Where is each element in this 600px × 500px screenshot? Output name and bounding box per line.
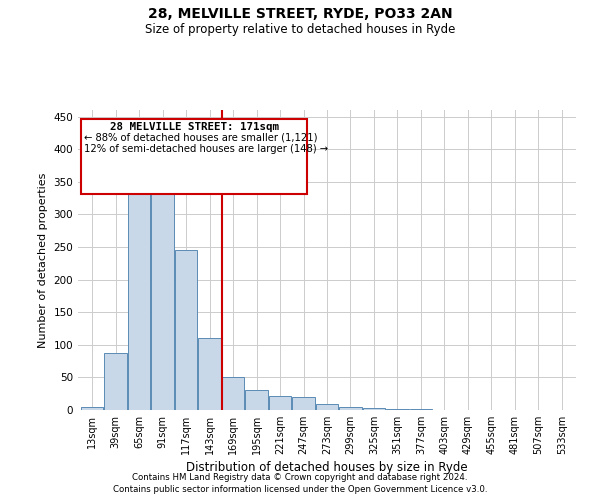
Text: Contains HM Land Registry data © Crown copyright and database right 2024.: Contains HM Land Registry data © Crown c… <box>132 472 468 482</box>
Text: 12% of semi-detached houses are larger (148) →: 12% of semi-detached houses are larger (… <box>84 144 328 154</box>
Bar <box>386 408 409 410</box>
Text: Size of property relative to detached houses in Ryde: Size of property relative to detached ho… <box>145 22 455 36</box>
X-axis label: Distribution of detached houses by size in Ryde: Distribution of detached houses by size … <box>186 461 468 474</box>
Bar <box>151 193 174 410</box>
Bar <box>292 397 314 410</box>
Bar <box>81 406 103 410</box>
Bar <box>363 408 385 410</box>
Bar <box>340 406 362 410</box>
Bar <box>269 396 291 410</box>
Bar <box>316 404 338 410</box>
Bar <box>104 352 127 410</box>
Y-axis label: Number of detached properties: Number of detached properties <box>38 172 48 348</box>
Text: 28 MELVILLE STREET: 171sqm: 28 MELVILLE STREET: 171sqm <box>110 122 278 132</box>
Bar <box>175 250 197 410</box>
Text: ← 88% of detached houses are smaller (1,121): ← 88% of detached houses are smaller (1,… <box>84 133 317 143</box>
Bar <box>222 378 244 410</box>
Text: 28, MELVILLE STREET, RYDE, PO33 2AN: 28, MELVILLE STREET, RYDE, PO33 2AN <box>148 8 452 22</box>
Text: Contains public sector information licensed under the Open Government Licence v3: Contains public sector information licen… <box>113 485 487 494</box>
Bar <box>245 390 268 410</box>
Bar <box>199 338 221 410</box>
Bar <box>128 188 150 410</box>
